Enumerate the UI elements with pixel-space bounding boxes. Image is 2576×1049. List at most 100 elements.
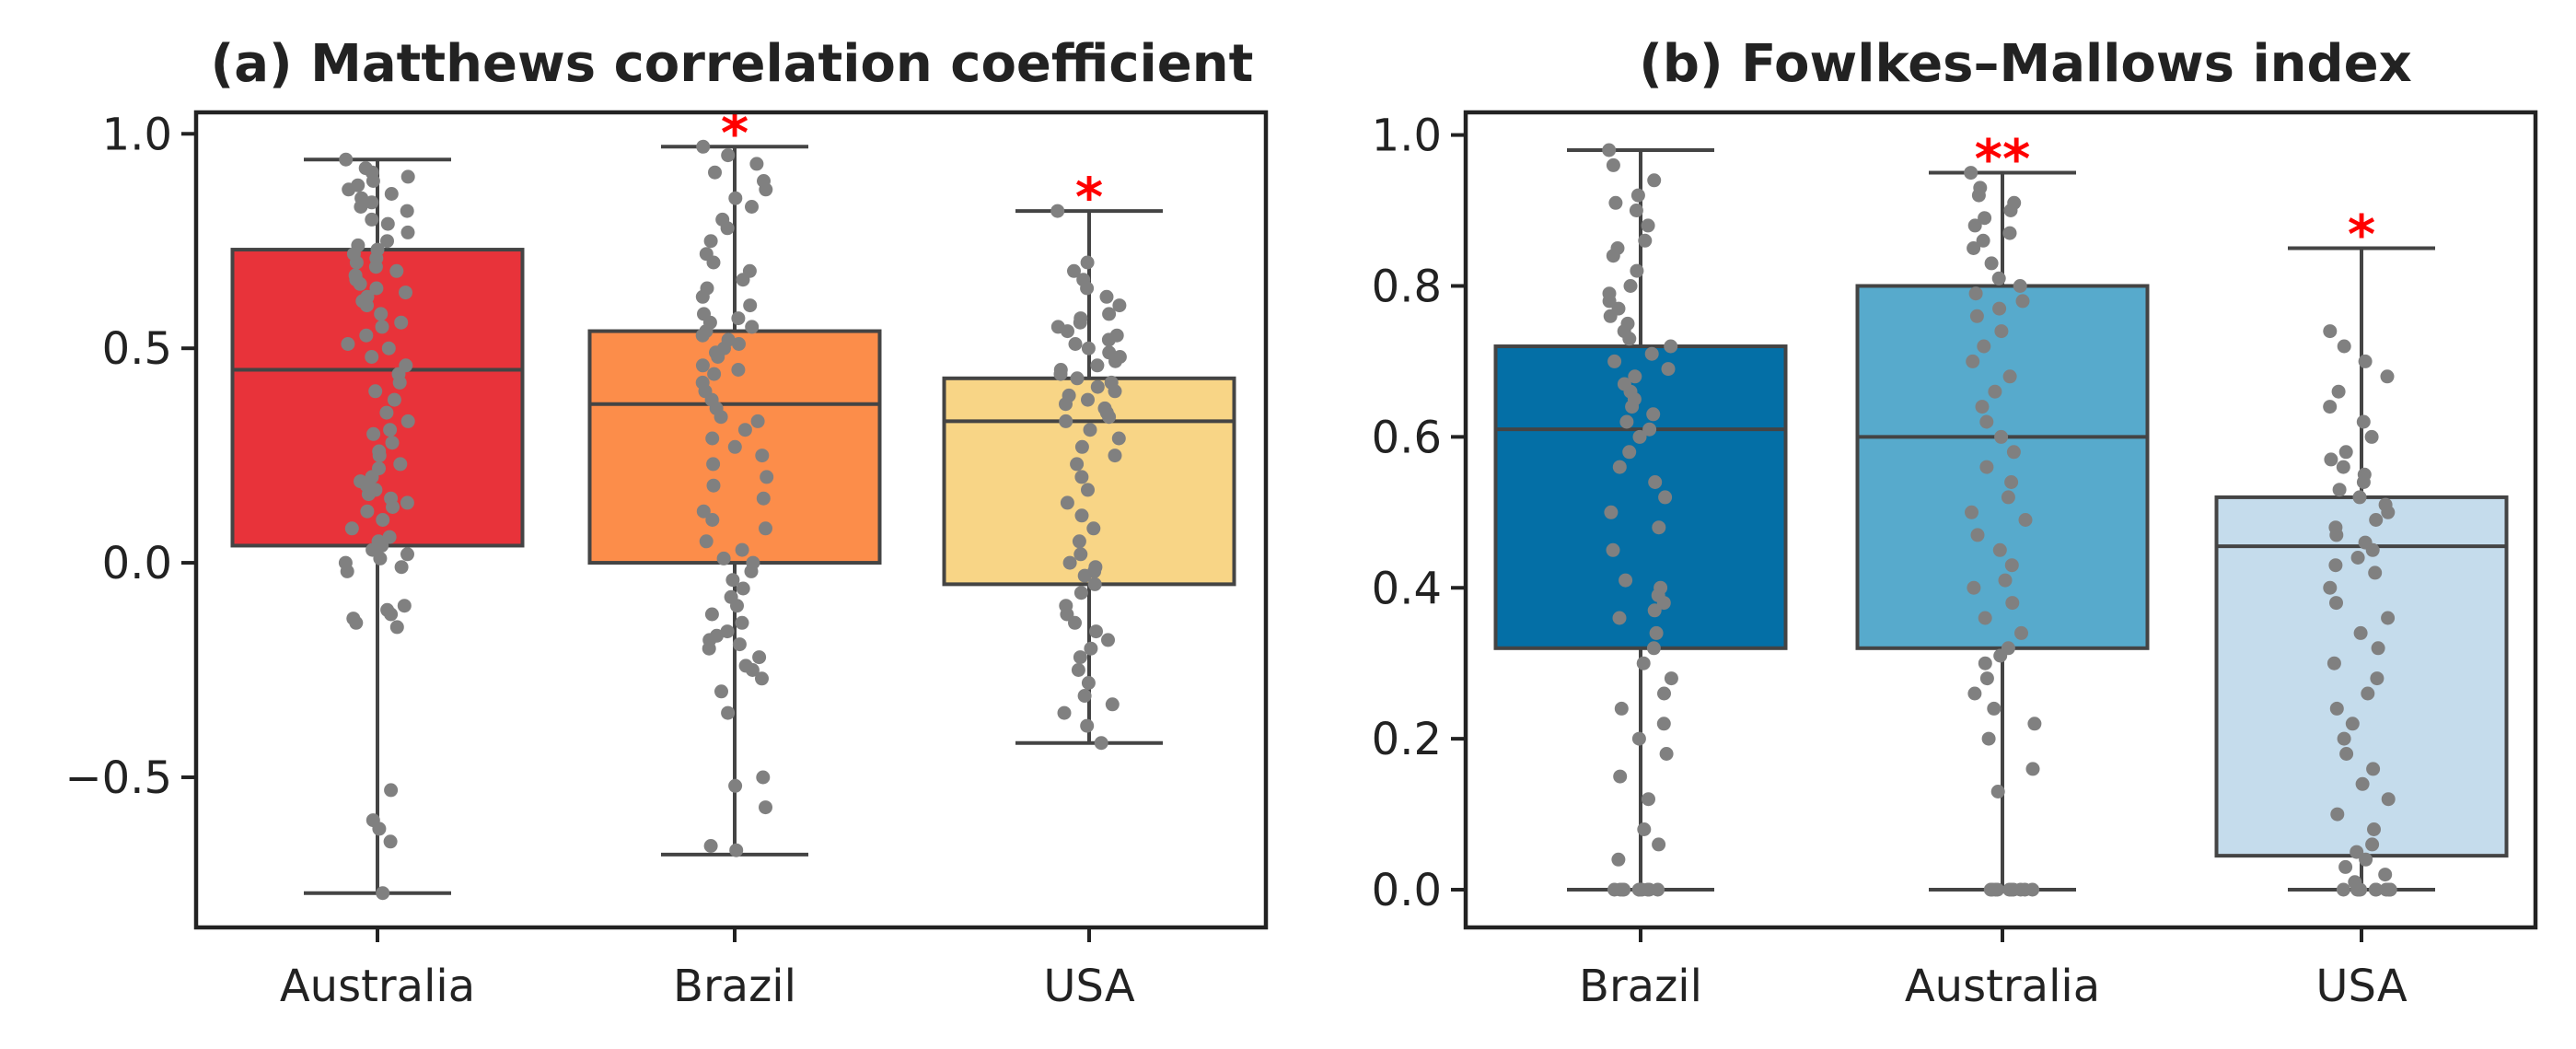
data-point — [1111, 431, 1126, 446]
data-point — [1652, 837, 1666, 852]
data-point — [1059, 397, 1073, 412]
data-point — [2005, 596, 2020, 611]
data-point — [1656, 717, 1671, 731]
data-point — [2378, 868, 2393, 882]
data-point — [1644, 346, 1659, 361]
data-point — [1994, 324, 2009, 339]
data-point — [2371, 641, 2385, 656]
data-point — [387, 392, 401, 407]
data-point — [759, 800, 772, 815]
chart-title: (b) Fowlkes–Mallows index — [1639, 34, 2411, 94]
data-point — [1967, 580, 1981, 595]
box-australia — [1855, 284, 2150, 650]
data-point — [2368, 565, 2383, 580]
data-point — [706, 457, 721, 472]
data-point — [1979, 460, 1994, 474]
data-point — [2001, 490, 2015, 505]
data-point — [1613, 769, 1628, 784]
data-point — [1080, 281, 1095, 296]
data-point — [1965, 505, 1978, 519]
data-point — [2327, 656, 2341, 670]
x-tick-label: USA — [2315, 961, 2407, 1012]
data-point — [1071, 663, 1085, 677]
data-point — [2356, 414, 2371, 429]
data-point — [745, 200, 759, 214]
data-point — [399, 286, 412, 300]
data-point — [1647, 603, 1662, 618]
data-point — [385, 436, 400, 450]
data-point — [354, 200, 368, 214]
data-point — [1612, 460, 1627, 474]
data-point — [759, 521, 772, 536]
data-point — [745, 320, 760, 334]
data-point — [2004, 558, 2019, 573]
data-point — [1061, 324, 1074, 339]
data-point — [2014, 625, 2028, 640]
data-point — [2345, 717, 2360, 731]
data-point — [1081, 676, 1096, 690]
data-point — [1637, 822, 1652, 836]
data-point — [696, 504, 711, 519]
data-point — [2358, 354, 2373, 368]
data-point — [2336, 882, 2350, 897]
data-point — [1606, 542, 1620, 557]
data-point — [400, 495, 414, 510]
data-point — [2356, 475, 2371, 489]
data-point — [705, 431, 720, 446]
x-tick-label: Australia — [1905, 961, 2100, 1012]
data-point — [1607, 354, 1622, 368]
data-point — [2329, 701, 2344, 716]
data-point — [1631, 731, 1646, 746]
data-point — [1967, 218, 1982, 233]
data-point — [360, 504, 375, 519]
data-point — [1966, 354, 1980, 368]
data-point — [2330, 807, 2345, 822]
chart-title: (a) Matthews correlation coefficient — [211, 34, 1254, 94]
data-point — [2329, 596, 2343, 611]
data-point — [383, 834, 398, 849]
data-point — [1642, 792, 1655, 807]
data-point — [1067, 263, 1081, 278]
data-point — [374, 307, 389, 321]
data-point — [400, 204, 414, 218]
data-point — [353, 276, 367, 291]
data-point — [1059, 414, 1073, 428]
data-point — [702, 641, 716, 656]
data-point — [744, 564, 759, 578]
data-point — [1074, 439, 1089, 454]
data-point — [737, 423, 752, 437]
data-point — [340, 564, 354, 578]
significance-marker: * — [2348, 204, 2375, 266]
data-point — [2006, 445, 2021, 460]
data-point — [1990, 785, 2005, 798]
panel-a-mcc: (a) Matthews correlation coefficient **−… — [64, 34, 1269, 1012]
data-point — [1652, 520, 1666, 535]
y-tick-label: −0.5 — [64, 752, 172, 804]
data-point — [2328, 558, 2343, 573]
data-point — [375, 320, 389, 334]
data-point — [705, 513, 720, 527]
data-point — [707, 367, 722, 381]
data-point — [2366, 762, 2381, 776]
data-point — [2002, 369, 2017, 384]
data-point — [2323, 580, 2338, 595]
data-point — [731, 363, 746, 377]
significance-marker: ** — [1975, 128, 2031, 191]
data-point — [728, 778, 743, 793]
data-point — [380, 234, 394, 249]
data-point — [729, 843, 744, 857]
panel-b-fmi: (b) Fowlkes–Mallows index ***0.00.20.40.… — [1372, 34, 2538, 1012]
data-point — [1994, 429, 2009, 444]
data-point — [1975, 400, 1990, 414]
data-point — [2338, 445, 2353, 460]
data-point — [699, 534, 714, 549]
y-tick-label: 1.0 — [102, 109, 172, 160]
data-point — [2364, 429, 2379, 444]
data-point — [366, 426, 381, 441]
data-point — [2323, 400, 2338, 414]
data-point — [380, 216, 395, 231]
data-point — [1992, 301, 2007, 316]
data-point — [1985, 882, 2000, 897]
data-point — [1602, 294, 1617, 309]
data-point — [1631, 882, 1646, 897]
